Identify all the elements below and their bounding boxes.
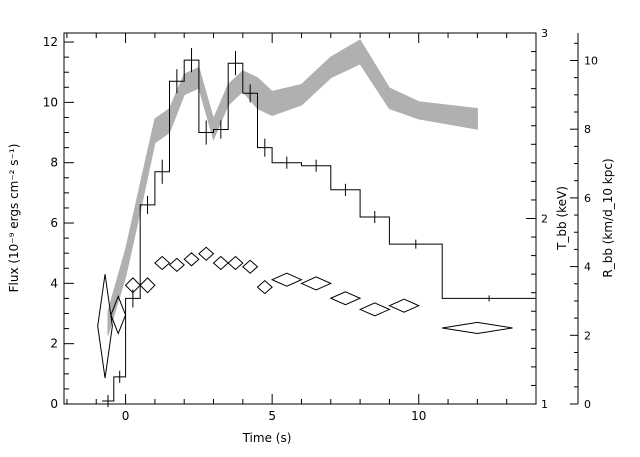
temperature-point-8 xyxy=(212,255,229,271)
temperature-points-layer xyxy=(97,246,513,379)
temperature-point-0 xyxy=(97,274,113,379)
y-tbb-tick-label-1: 2 xyxy=(541,213,548,226)
y-left-tick-label-1: 2 xyxy=(50,337,58,351)
y-left-tick-label-3: 6 xyxy=(50,216,58,230)
temperature-point-14 xyxy=(329,291,362,306)
temperature-point-12 xyxy=(270,272,303,287)
temperature-point-7 xyxy=(198,246,215,261)
y-rbb-tick-label-5: 10 xyxy=(584,54,598,67)
flux-histogram-layer xyxy=(102,48,536,408)
temperature-point-5 xyxy=(168,257,185,273)
temperature-point-15 xyxy=(358,302,391,317)
radius-axis-label: R_bb (km/d_10 kpc) xyxy=(601,158,615,277)
axes-layer xyxy=(63,32,579,405)
y-rbb-tick-label-4: 8 xyxy=(584,123,591,136)
y-left-tick-label-4: 8 xyxy=(50,156,58,170)
y-rbb-tick-label-1: 2 xyxy=(584,329,591,342)
y-left-tick-label-6: 12 xyxy=(43,35,58,49)
temperature-point-4 xyxy=(154,255,171,271)
y-rbb-tick-label-2: 4 xyxy=(584,261,591,274)
temperature-point-3 xyxy=(139,277,156,294)
x-tick-label-0: 0 xyxy=(122,409,130,423)
temperature-point-10 xyxy=(242,259,259,274)
temperature-axis-label: T_bb (keV) xyxy=(555,186,569,251)
temperature-point-13 xyxy=(300,276,333,291)
temperature-point-6 xyxy=(183,252,200,267)
temperature-point-11 xyxy=(256,279,273,295)
x-tick-label-2: 10 xyxy=(411,409,426,423)
radius-band-layer xyxy=(107,39,478,336)
y-tbb-tick-label-2: 3 xyxy=(541,27,548,40)
left-y-axis-label: Flux (10⁻⁹ ergs cm⁻² s⁻¹) xyxy=(7,144,21,293)
temperature-point-16 xyxy=(388,298,420,313)
temperature-point-17 xyxy=(442,321,513,335)
flux-histogram-line xyxy=(102,59,536,402)
radius-band xyxy=(107,39,478,336)
y-rbb-tick-label-3: 6 xyxy=(584,192,591,205)
y-rbb-tick-label-0: 0 xyxy=(584,398,591,411)
y-left-tick-label-0: 0 xyxy=(50,397,58,411)
temperature-point-9 xyxy=(227,255,244,271)
y-left-tick-label-5: 10 xyxy=(43,95,58,109)
y-tbb-tick-label-0: 1 xyxy=(541,398,548,411)
x-axis-label: Time (s) xyxy=(242,431,292,445)
y-left-tick-label-2: 4 xyxy=(50,276,58,290)
x-tick-label-1: 5 xyxy=(268,409,276,423)
